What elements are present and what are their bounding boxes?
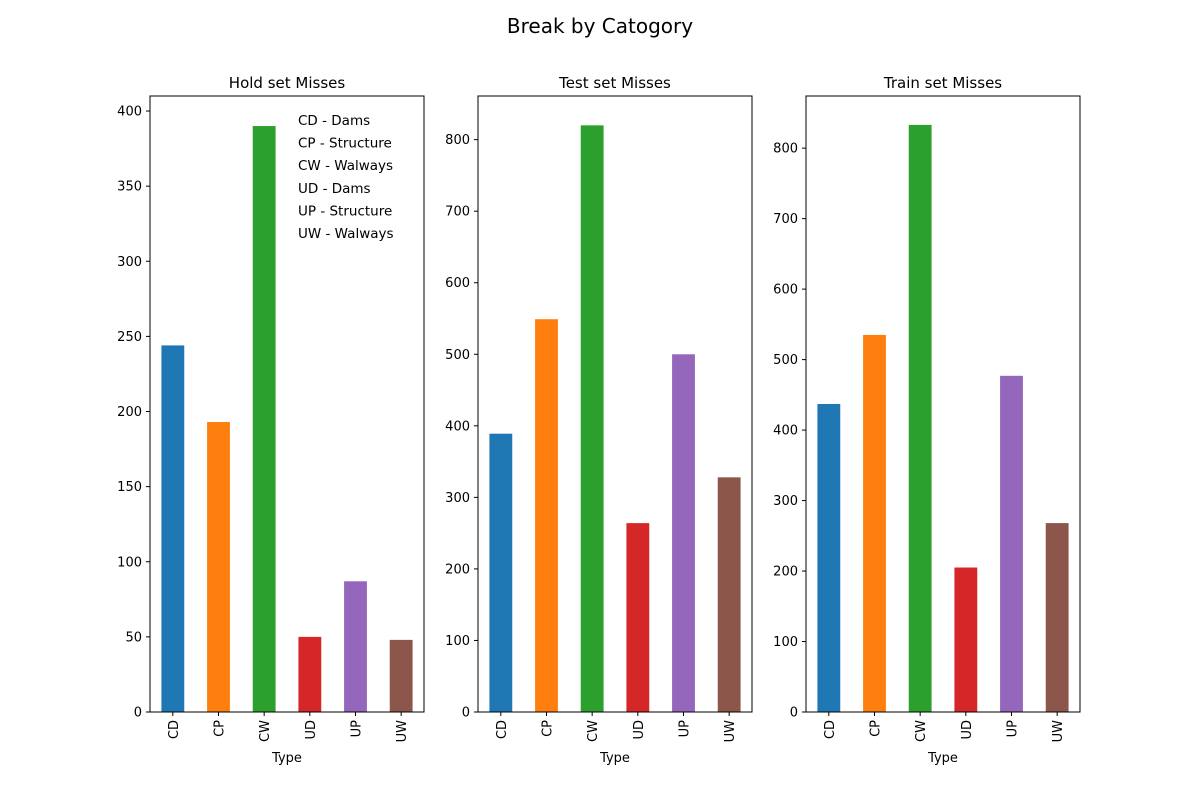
y-tick-label: 600 [445, 276, 470, 291]
bar-cd [489, 433, 513, 712]
panel-title: Train set Misses [883, 74, 1002, 92]
y-tick-label: 700 [773, 212, 798, 227]
x-tick-label: UD [304, 720, 319, 740]
bar-cw [580, 125, 604, 713]
bar-cp [863, 334, 886, 712]
y-tick-label: 500 [773, 353, 798, 368]
bar-ud [954, 567, 978, 712]
bar-cw [908, 124, 932, 712]
y-tick-label: 0 [790, 706, 798, 721]
x-tick-label: CW [586, 720, 601, 742]
x-axis-label: Type [271, 751, 302, 766]
y-tick-label: 400 [445, 419, 470, 434]
bar-up [672, 354, 695, 712]
plot-frame [149, 95, 425, 713]
plot-frame [477, 95, 753, 713]
figure-suptitle: Break by Catogory [507, 14, 693, 38]
x-tick-label: UD [632, 720, 647, 740]
x-tick-label: UD [960, 720, 975, 740]
bar-cw [252, 126, 276, 713]
bar-cd [161, 345, 185, 712]
y-tick-label: 800 [445, 133, 470, 148]
y-tick-label: 700 [445, 205, 470, 220]
x-tick-label: UP [1006, 720, 1021, 738]
x-tick-label: CW [258, 720, 273, 742]
chart-panels: Hold set Misses 0 50 100 150 200 250 300 350 400 C… [117, 74, 1081, 766]
x-tick-label: UW [395, 720, 410, 743]
bar-ud [626, 523, 650, 712]
x-tick-label: CW [914, 720, 929, 742]
y-tick-label: 150 [117, 480, 142, 495]
legend-entry: UD - Dams [298, 181, 371, 197]
x-tick-label: CD [167, 720, 182, 739]
y-tick-label: 300 [445, 491, 470, 506]
bar-up [344, 581, 367, 712]
plot-frame [805, 95, 1081, 713]
x-tick-label: CD [823, 720, 838, 739]
y-tick-label: 100 [445, 634, 470, 649]
legend-entry: UP - Structure [298, 203, 392, 219]
bar-uw [717, 477, 741, 712]
bar-cd [817, 404, 841, 712]
x-tick-label: CP [213, 720, 228, 737]
bar-up [1000, 375, 1023, 712]
bar-ud [298, 636, 322, 712]
bar-chart-panel-3: Train set Misses 0 100 200 300 400 500 600 700 80… [773, 74, 1081, 766]
bar-uw [1045, 523, 1069, 712]
y-tick-label: 500 [445, 348, 470, 363]
y-tick-label: 0 [462, 706, 470, 721]
y-tick-label: 100 [117, 555, 142, 570]
y-tick-label: 100 [773, 635, 798, 650]
legend: CD - Dams CP - Structure CW - Walways UD - … [298, 113, 394, 242]
x-tick-label: CP [541, 720, 556, 737]
y-tick-label: 0 [134, 706, 142, 721]
x-tick-label: CP [869, 720, 884, 737]
legend-entry: CW - Walways [298, 158, 393, 174]
bar-cp [535, 319, 558, 712]
y-tick-label: 300 [117, 255, 142, 270]
y-tick-label: 200 [773, 565, 798, 580]
y-tick-label: 50 [125, 630, 142, 645]
y-tick-label: 600 [773, 283, 798, 298]
bar-cp [207, 422, 230, 712]
x-axis-label: Type [927, 751, 958, 766]
y-tick-label: 200 [117, 405, 142, 420]
y-tick-label: 350 [117, 180, 142, 195]
x-tick-label: CD [495, 720, 510, 739]
panel-title: Test set Misses [558, 74, 671, 92]
y-tick-label: 200 [445, 562, 470, 577]
x-tick-label: UP [350, 720, 365, 738]
y-tick-label: 400 [117, 105, 142, 120]
bar-chart-panel-1: Hold set Misses 0 50 100 150 200 250 300 350 400 C… [117, 74, 425, 766]
legend-entry: CP - Structure [298, 136, 392, 152]
y-tick-label: 400 [773, 424, 798, 439]
legend-entry: CD - Dams [298, 113, 370, 129]
y-tick-label: 300 [773, 494, 798, 509]
x-tick-label: UP [678, 720, 693, 738]
legend-entry: UW - Walways [298, 226, 394, 242]
x-axis-label: Type [599, 751, 630, 766]
x-tick-label: UW [723, 720, 738, 743]
y-tick-label: 800 [773, 142, 798, 157]
panel-title: Hold set Misses [229, 74, 346, 92]
bar-uw [389, 639, 413, 712]
y-tick-label: 250 [117, 330, 142, 345]
bar-chart-panel-2: Test set Misses 0 100 200 300 400 500 600 700 800… [445, 74, 753, 766]
x-tick-label: UW [1051, 720, 1066, 743]
